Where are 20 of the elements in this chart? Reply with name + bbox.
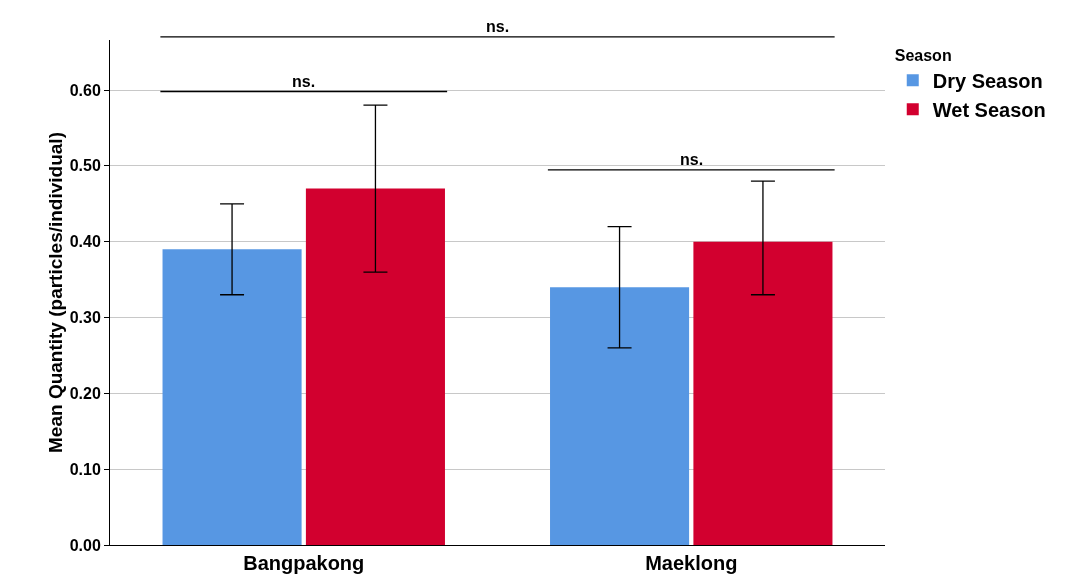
annotation: ns. bbox=[292, 73, 316, 90]
y-tick-label: 0.40 bbox=[69, 233, 101, 251]
bar bbox=[550, 287, 690, 545]
annotation: ns. bbox=[680, 151, 704, 168]
y-tick-label: 0.50 bbox=[69, 157, 101, 175]
y-tick-label: 0.20 bbox=[69, 384, 101, 402]
text: ns. bbox=[486, 18, 510, 35]
legend-label: Wet Season bbox=[932, 99, 1046, 122]
bar bbox=[162, 249, 302, 545]
y-tick-label: 0.10 bbox=[69, 460, 101, 478]
bar bbox=[693, 241, 833, 545]
x-tick-label: Bangpakong bbox=[243, 552, 365, 574]
y-tick-label: 0.60 bbox=[69, 81, 101, 99]
legend-title: Season bbox=[894, 46, 952, 64]
y-tick-label: 0.30 bbox=[69, 309, 101, 327]
bar bbox=[305, 188, 445, 545]
y-axis-title: Mean Quantity (particles/individual) bbox=[45, 132, 66, 453]
legend-label: Dry Season bbox=[932, 70, 1043, 93]
x-tick-label: Maeklong bbox=[645, 552, 738, 574]
y-tick-label: 0.00 bbox=[69, 536, 101, 554]
